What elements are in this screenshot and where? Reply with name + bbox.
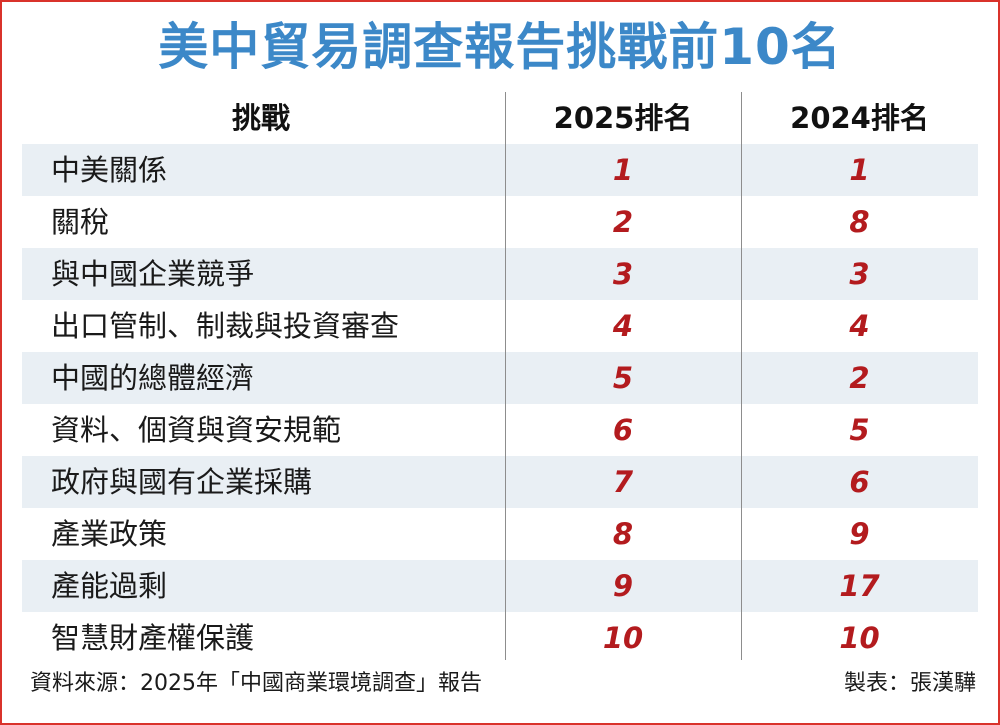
challenge-cell: 政府與國有企業採購 [51, 465, 313, 499]
table-row: 關稅 2 8 [22, 196, 978, 248]
rank-2024-cell: 17 [839, 569, 880, 603]
challenge-cell: 出口管制、制裁與投資審查 [51, 309, 400, 343]
rank-2024-cell: 1 [849, 153, 870, 187]
rank-2025-cell: 1 [612, 153, 634, 187]
table-row: 產業政策 8 9 [22, 508, 978, 560]
table-row: 智慧財產權保護 10 10 [22, 612, 978, 664]
challenge-cell: 中國的總體經濟 [51, 361, 255, 395]
rank-2025-cell: 9 [612, 569, 634, 603]
credit-note: 製表：張漢驊 [843, 671, 976, 696]
table-header-row: 挑戰 2025排名 2024排名 [22, 92, 978, 144]
table-row: 中美關係 1 1 [22, 144, 978, 196]
header-rank-2025: 2025排名 [553, 101, 693, 135]
column-divider [505, 92, 506, 660]
ranking-table: 挑戰 2025排名 2024排名 中美關係 1 1 關稅 2 8 與中國企業競爭… [22, 92, 978, 664]
table-row: 產能過剩 9 17 [22, 560, 978, 612]
page-title: 美中貿易調查報告挑戰前10名 [158, 18, 842, 76]
table-row: 資料、個資與資安規範 6 5 [22, 404, 978, 456]
table-row: 政府與國有企業採購 7 6 [22, 456, 978, 508]
header-rank-2024: 2024排名 [790, 101, 929, 135]
rank-2025-cell: 3 [612, 257, 634, 291]
rank-2024-cell: 9 [849, 517, 870, 551]
rank-2024-cell: 2 [849, 361, 870, 395]
challenge-cell: 與中國企業競爭 [51, 257, 255, 291]
rank-2025-cell: 7 [612, 465, 634, 499]
challenge-cell: 關稅 [51, 205, 110, 239]
rank-2024-cell: 4 [849, 309, 870, 343]
challenge-cell: 產能過剩 [51, 569, 168, 603]
column-divider [741, 92, 742, 660]
rank-2025-cell: 4 [612, 309, 634, 343]
challenge-cell: 產業政策 [51, 517, 168, 551]
rank-2024-cell: 8 [849, 205, 870, 239]
rank-2025-cell: 8 [612, 517, 634, 551]
rank-2025-cell: 6 [612, 413, 634, 447]
rank-2024-cell: 10 [839, 621, 880, 655]
rank-2025-cell: 2 [612, 205, 634, 239]
challenge-cell: 中美關係 [51, 153, 168, 187]
rank-2024-cell: 5 [849, 413, 870, 447]
rank-2024-cell: 3 [849, 257, 870, 291]
challenge-cell: 智慧財產權保護 [51, 621, 255, 655]
rank-2024-cell: 6 [849, 465, 870, 499]
rank-2025-cell: 5 [612, 361, 634, 395]
challenge-cell: 資料、個資與資安規範 [51, 413, 342, 447]
source-note: 資料來源：2025年「中國商業環境調查」報告 [30, 671, 482, 696]
table-row: 與中國企業競爭 3 3 [22, 248, 978, 300]
header-challenge: 挑戰 [232, 101, 291, 135]
table-row: 出口管制、制裁與投資審查 4 4 [22, 300, 978, 352]
rank-2025-cell: 10 [602, 621, 644, 655]
table-row: 中國的總體經濟 5 2 [22, 352, 978, 404]
